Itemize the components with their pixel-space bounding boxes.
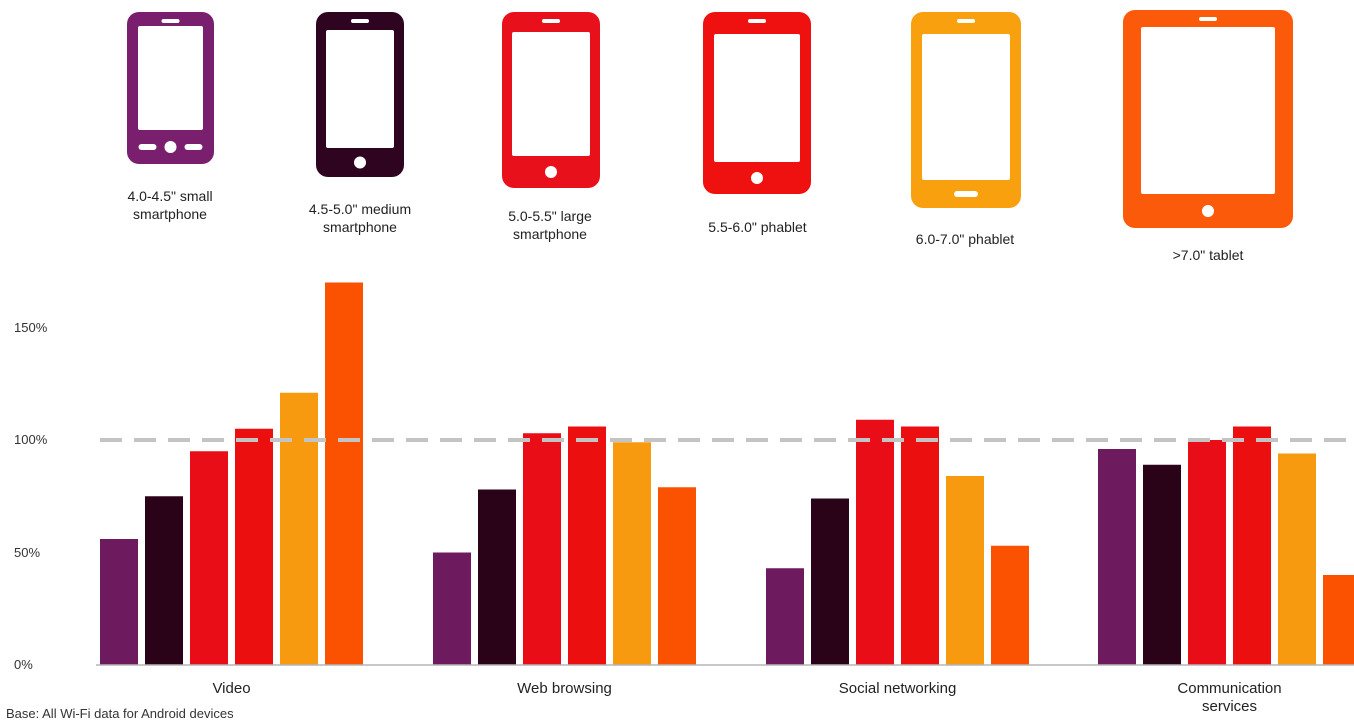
chart-footnote: Base: All Wi-Fi data for Android devices — [6, 706, 234, 721]
phone-icon-speaker — [161, 19, 180, 23]
bar — [766, 568, 804, 665]
bar — [613, 442, 651, 665]
y-tick-label: 100% — [14, 432, 48, 447]
phone-icon-home-button — [545, 166, 557, 178]
phone-icon-screen — [512, 32, 590, 156]
phone-icon-speaker — [957, 19, 975, 23]
phone-icon-back-button — [138, 144, 157, 150]
bar — [523, 433, 561, 665]
bar — [946, 476, 984, 665]
bar — [325, 282, 363, 665]
x-category-label: Social networking — [838, 680, 957, 697]
tablet-icon-speaker — [1199, 17, 1217, 21]
phone-icon-screen — [714, 34, 800, 162]
phone-icon-speaker — [542, 19, 560, 23]
tablet-icon-screen — [1141, 27, 1275, 194]
bar — [901, 426, 939, 665]
phone-icon-screen — [138, 26, 203, 130]
bar — [991, 545, 1029, 665]
bar — [658, 487, 696, 665]
x-category-label: Communication services — [1177, 680, 1282, 715]
bar — [1233, 426, 1271, 665]
x-category-label: Web browsing — [517, 680, 612, 697]
bar — [145, 496, 183, 665]
bar — [280, 392, 318, 665]
phone-icon-home-button — [354, 156, 366, 169]
x-category-label: Video — [212, 680, 251, 697]
bar — [1278, 453, 1316, 665]
y-tick-label: 150% — [14, 319, 48, 335]
legend-label: 5.5-6.0" phablet — [708, 219, 807, 235]
legend-label: 6.0-7.0" phablet — [915, 231, 1015, 247]
bar — [811, 498, 849, 665]
bar — [433, 552, 471, 665]
legend-label: >7.0" tablet — [1172, 247, 1244, 263]
bar — [478, 489, 516, 665]
legend-label: 4.5-5.0" medium smartphone — [308, 201, 412, 235]
bar — [190, 451, 228, 665]
bar — [235, 428, 273, 665]
bar — [856, 419, 894, 665]
phone-icon-home-button — [164, 141, 177, 153]
phone-icon-speaker — [748, 19, 766, 23]
phone-icon-menu-button — [184, 144, 203, 150]
phone-icon-speaker — [351, 19, 369, 23]
phone-icon-screen — [922, 34, 1010, 180]
bar — [1143, 464, 1181, 665]
legend-label: 4.0-4.5" small smartphone — [127, 188, 213, 222]
bar — [1098, 449, 1136, 665]
bar — [568, 426, 606, 665]
bar — [100, 539, 138, 665]
y-tick-label: 0% — [14, 657, 33, 672]
phone-icon-screen — [326, 30, 394, 148]
legend-label: 5.0-5.5" large smartphone — [508, 208, 592, 242]
tablet-icon-home-button — [1202, 205, 1214, 217]
bar — [1188, 440, 1226, 665]
bar — [1323, 575, 1354, 665]
y-tick-label: 50% — [14, 544, 41, 560]
phone-icon-home-button — [954, 191, 978, 197]
phone-icon-home-button — [751, 172, 763, 184]
